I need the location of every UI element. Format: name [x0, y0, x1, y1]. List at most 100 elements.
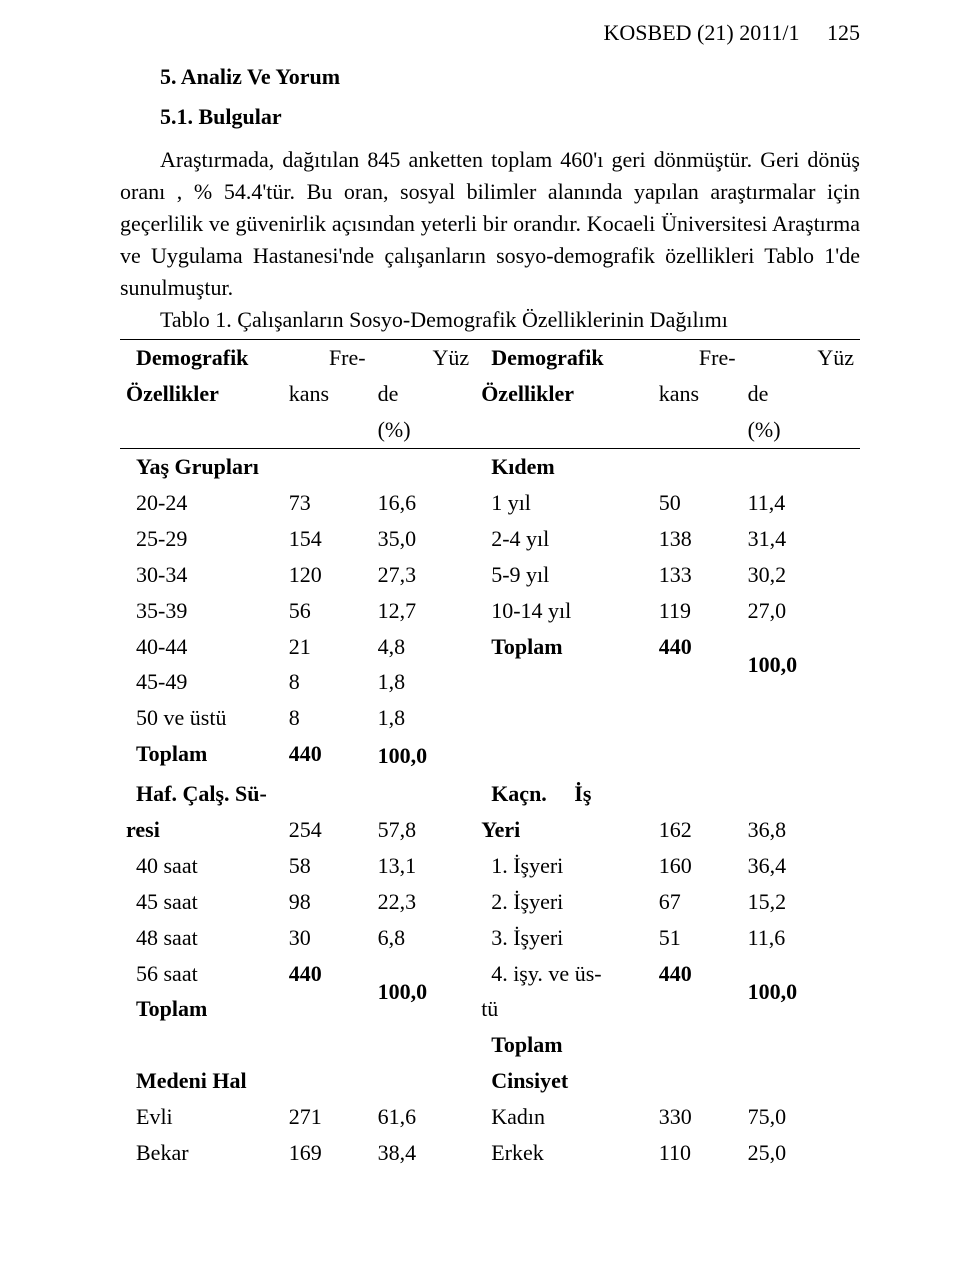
cell: 40-44	[120, 629, 283, 665]
cell: 119	[653, 593, 742, 629]
table-row: Toplam 440 100,0	[120, 736, 860, 772]
cell: 45 saat	[120, 884, 283, 920]
cell: Toplam	[120, 991, 283, 1027]
cell: 169	[283, 1135, 372, 1171]
table-row: 45 saat 98 22,3 2. İşyeri 67 15,2	[120, 884, 860, 920]
cell: 22,3	[372, 884, 476, 920]
cell: 1,8	[372, 700, 476, 736]
hdr-pct: Yüz	[372, 340, 476, 376]
cell: 160	[653, 848, 742, 884]
hdr-freq: kans	[283, 376, 372, 412]
table-row: Yaş Grupları Kıdem	[120, 449, 860, 485]
cell: 38,4	[372, 1135, 476, 1171]
cell: 5-9 yıl	[475, 557, 653, 593]
cell: 57,8	[372, 812, 476, 848]
group-marital-title: Medeni Hal	[120, 1063, 283, 1099]
cell: 21	[283, 629, 372, 665]
cell: Erkek	[475, 1135, 653, 1171]
cell: Evli	[120, 1099, 283, 1135]
cell: 50 ve üstü	[120, 700, 283, 736]
cell: 120	[283, 557, 372, 593]
cell: 2. İşyeri	[475, 884, 653, 920]
cell: 154	[283, 521, 372, 557]
cell: 254	[283, 812, 372, 848]
cell: 162	[653, 812, 742, 848]
group-workplaces-title: Kaçn. İş	[475, 776, 653, 812]
cell: 45-49	[120, 664, 283, 700]
hdr-pct-2: de	[742, 376, 860, 412]
hdr-pct: de	[372, 376, 476, 412]
cell: 1,8	[372, 664, 476, 700]
cell: 13,1	[372, 848, 476, 884]
table-row: Evli 271 61,6 Kadın 330 75,0	[120, 1099, 860, 1135]
cell: 25-29	[120, 521, 283, 557]
page-number: 125	[827, 20, 860, 45]
table-row: 20-24 73 16,6 1 yıl 50 11,4	[120, 485, 860, 521]
cell: 30,2	[742, 557, 860, 593]
hdr-freq-2: Fre-	[653, 340, 742, 376]
table-header-row: Özellikler kans de Özellikler kans de	[120, 376, 860, 412]
table-row: 30-34 120 27,3 5-9 yıl 133 30,2	[120, 557, 860, 593]
table-row: 25-29 154 35,0 2-4 yıl 138 31,4	[120, 521, 860, 557]
cell: 15,2	[742, 884, 860, 920]
group-hours-title: Haf. Çalş. Sü-	[120, 776, 283, 812]
table-row: 40-44 21 4,8 Toplam 440 100,0	[120, 629, 860, 665]
running-head: KOSBED (21) 2011/1 125	[120, 20, 860, 46]
journal-name: KOSBED (21) 2011/1	[604, 20, 800, 45]
cell: tü	[475, 991, 653, 1027]
cell: 1. İşyeri	[475, 848, 653, 884]
table-row: Haf. Çalş. Sü- Kaçn. İş	[120, 776, 860, 812]
cell: 51	[653, 920, 742, 956]
hdr-left-col: Özellikler	[120, 376, 283, 412]
group-tenure-title: Kıdem	[475, 449, 653, 485]
table-header-row: (%) (%)	[120, 412, 860, 448]
table-row: 48 saat 30 6,8 3. İşyeri 51 11,6	[120, 920, 860, 956]
cell: 1 yıl	[475, 485, 653, 521]
table-row: resi 254 57,8 Yeri 162 36,8	[120, 812, 860, 848]
demographics-table: Demografik Fre- Yüz Demografik Fre- Yüz …	[120, 339, 860, 1170]
cell: 440	[283, 956, 372, 992]
cell: 4. işy. ve üs-	[475, 956, 653, 992]
hdr-freq-2: kans	[653, 376, 742, 412]
cell: 10-14 yıl	[475, 593, 653, 629]
cell: 48 saat	[120, 920, 283, 956]
cell: 440	[653, 629, 742, 665]
cell: 20-24	[120, 485, 283, 521]
cell: 67	[653, 884, 742, 920]
cell: 25,0	[742, 1135, 860, 1171]
cell: 138	[653, 521, 742, 557]
cell: 11,4	[742, 485, 860, 521]
hdr-pct-unit: (%)	[742, 412, 860, 448]
cell: 8	[283, 700, 372, 736]
cell: 133	[653, 557, 742, 593]
cell: 30-34	[120, 557, 283, 593]
group-age-title: Yaş Grupları	[120, 449, 283, 485]
cell: 100,0	[372, 956, 476, 1028]
hdr-right-col: Özellikler	[475, 376, 653, 412]
cell: 56 saat	[120, 956, 283, 992]
cell: 40 saat	[120, 848, 283, 884]
cell: Toplam	[475, 629, 653, 665]
table-row: 50 ve üstü 8 1,8	[120, 700, 860, 736]
section-heading: 5. Analiz Ve Yorum	[160, 64, 860, 90]
cell: 100,0	[742, 629, 860, 701]
cell: 440	[283, 736, 372, 772]
cell: Toplam	[120, 736, 283, 772]
cell: 2-4 yıl	[475, 521, 653, 557]
hdr-freq: Fre-	[283, 340, 372, 376]
table-row: 35-39 56 12,7 10-14 yıl 119 27,0	[120, 593, 860, 629]
subsection-heading: 5.1. Bulgular	[160, 104, 860, 130]
cell: 30	[283, 920, 372, 956]
cell: 16,6	[372, 485, 476, 521]
cell: 271	[283, 1099, 372, 1135]
cell: 330	[653, 1099, 742, 1135]
cell: 8	[283, 664, 372, 700]
cell: 36,4	[742, 848, 860, 884]
cell: 6,8	[372, 920, 476, 956]
cell: 98	[283, 884, 372, 920]
hdr-pct-2: Yüz	[742, 340, 860, 376]
hdr-pct-unit: (%)	[372, 412, 476, 448]
table-caption: Tablo 1. Çalışanların Sosyo-Demografik Ö…	[160, 307, 860, 333]
cell: 73	[283, 485, 372, 521]
table-row: 40 saat 58 13,1 1. İşyeri 160 36,4	[120, 848, 860, 884]
